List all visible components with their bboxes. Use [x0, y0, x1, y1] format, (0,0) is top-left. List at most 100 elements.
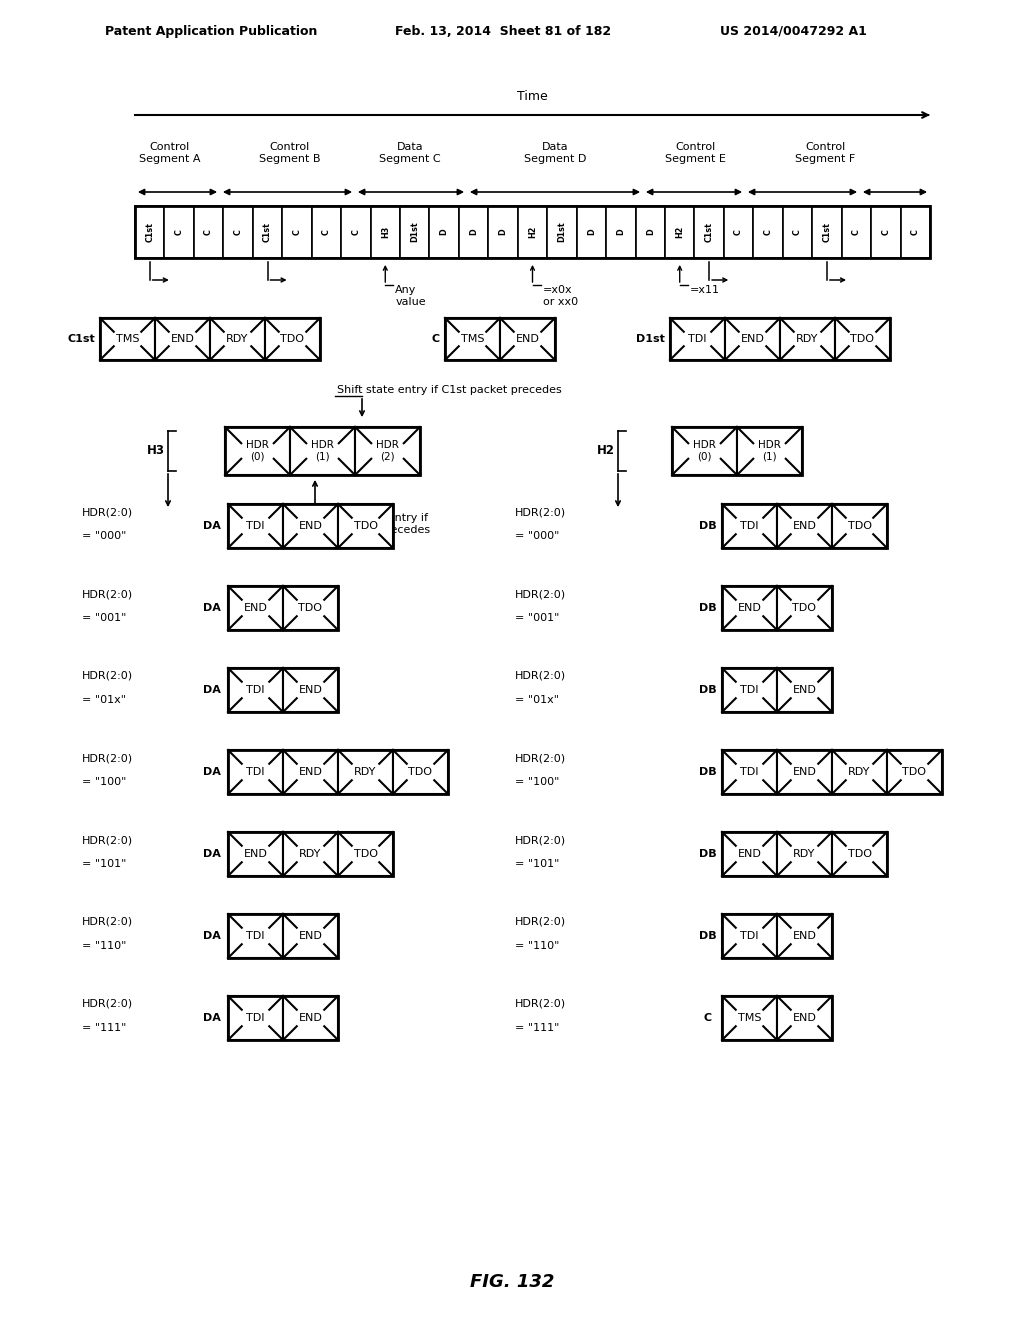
Bar [194, 206, 223, 257]
Text: END: END [299, 685, 323, 696]
Text: END: END [793, 767, 816, 777]
Text: HDR(2:0): HDR(2:0) [515, 752, 566, 763]
Bar [228, 832, 393, 876]
Text: DA: DA [203, 685, 221, 696]
Text: END: END [793, 685, 816, 696]
Text: HDR(2:0): HDR(2:0) [82, 999, 133, 1008]
Bar [722, 504, 887, 548]
Bar [722, 668, 831, 711]
Text: C: C [175, 230, 183, 235]
Bar [518, 206, 547, 257]
Bar [253, 206, 283, 257]
Text: TDO: TDO [353, 849, 378, 859]
Bar [782, 206, 812, 257]
Text: DA: DA [203, 603, 221, 612]
Text: HDR(2:0): HDR(2:0) [82, 917, 133, 927]
Text: C1st: C1st [145, 222, 155, 242]
Bar [780, 318, 835, 360]
Bar [835, 318, 890, 360]
Text: = "01x": = "01x" [515, 696, 559, 705]
Text: C1st: C1st [822, 222, 831, 242]
Text: C: C [764, 230, 772, 235]
Bar [722, 997, 777, 1040]
Bar [670, 318, 725, 360]
Text: TDO: TDO [902, 767, 927, 777]
Bar [283, 997, 338, 1040]
Text: TDO: TDO [353, 521, 378, 531]
Bar [155, 318, 210, 360]
Text: TMS: TMS [116, 334, 139, 345]
Text: DA: DA [203, 849, 221, 859]
Text: DA: DA [203, 521, 221, 531]
Bar [400, 206, 429, 257]
Bar [338, 504, 393, 548]
Text: DA: DA [203, 767, 221, 777]
Text: C: C [204, 230, 213, 235]
Bar [225, 426, 420, 475]
Text: C1st: C1st [705, 222, 714, 242]
Text: Feb. 13, 2014  Sheet 81 of 182: Feb. 13, 2014 Sheet 81 of 182 [395, 25, 611, 38]
Text: D: D [587, 228, 596, 235]
Text: RDY: RDY [797, 334, 818, 345]
Bar [228, 913, 283, 958]
Bar [831, 504, 887, 548]
Text: Any
value: Any value [395, 285, 426, 306]
Bar [777, 913, 833, 958]
Bar [228, 997, 283, 1040]
Text: C: C [910, 230, 920, 235]
Text: C: C [793, 230, 802, 235]
Text: HDR(2:0): HDR(2:0) [515, 589, 566, 599]
Bar [900, 206, 930, 257]
Bar [429, 206, 459, 257]
Text: END: END [171, 334, 195, 345]
Text: TDO: TDO [848, 521, 871, 531]
Text: TDI: TDI [740, 767, 759, 777]
Bar [283, 832, 338, 876]
Text: END: END [299, 931, 323, 941]
Text: C: C [351, 230, 360, 235]
Text: TDO: TDO [299, 603, 323, 612]
Bar [228, 750, 283, 795]
Text: END: END [793, 1012, 816, 1023]
Bar [636, 206, 665, 257]
Text: = "001": = "001" [515, 612, 559, 623]
Text: END: END [299, 1012, 323, 1023]
Bar [228, 586, 283, 630]
Text: TDI: TDI [246, 1012, 265, 1023]
Text: D: D [616, 228, 626, 235]
Text: END: END [299, 767, 323, 777]
Bar [722, 586, 831, 630]
Text: HDR(2:0): HDR(2:0) [515, 999, 566, 1008]
Bar [341, 206, 371, 257]
Text: DB: DB [699, 685, 717, 696]
Text: DB: DB [699, 931, 717, 941]
Bar [722, 586, 777, 630]
Bar [165, 206, 194, 257]
Text: = "100": = "100" [82, 777, 126, 787]
Bar [311, 206, 341, 257]
Bar [672, 426, 802, 475]
Text: FIG. 132: FIG. 132 [470, 1272, 554, 1291]
Text: TDI: TDI [688, 334, 707, 345]
Text: HDR
(2): HDR (2) [376, 440, 399, 462]
Text: C: C [233, 230, 243, 235]
Text: END: END [244, 603, 267, 612]
Bar [228, 913, 338, 958]
Text: RDY: RDY [299, 849, 322, 859]
Text: = "111": = "111" [82, 1023, 126, 1034]
Text: C: C [432, 334, 440, 345]
Text: END: END [299, 521, 323, 531]
Text: C: C [882, 230, 890, 235]
Text: Shift state entry if
C packet precedes: Shift state entry if C packet precedes [327, 513, 430, 535]
Text: DB: DB [699, 767, 717, 777]
Text: D1st: D1st [557, 222, 566, 243]
Text: TDO: TDO [848, 849, 871, 859]
Bar [722, 668, 777, 711]
Text: HDR(2:0): HDR(2:0) [82, 836, 133, 845]
Bar [777, 586, 833, 630]
Text: H3: H3 [381, 226, 390, 238]
Text: HDR
(0): HDR (0) [246, 440, 269, 462]
Text: D: D [499, 228, 508, 235]
Text: = "101": = "101" [515, 859, 559, 869]
Text: TDI: TDI [246, 931, 265, 941]
